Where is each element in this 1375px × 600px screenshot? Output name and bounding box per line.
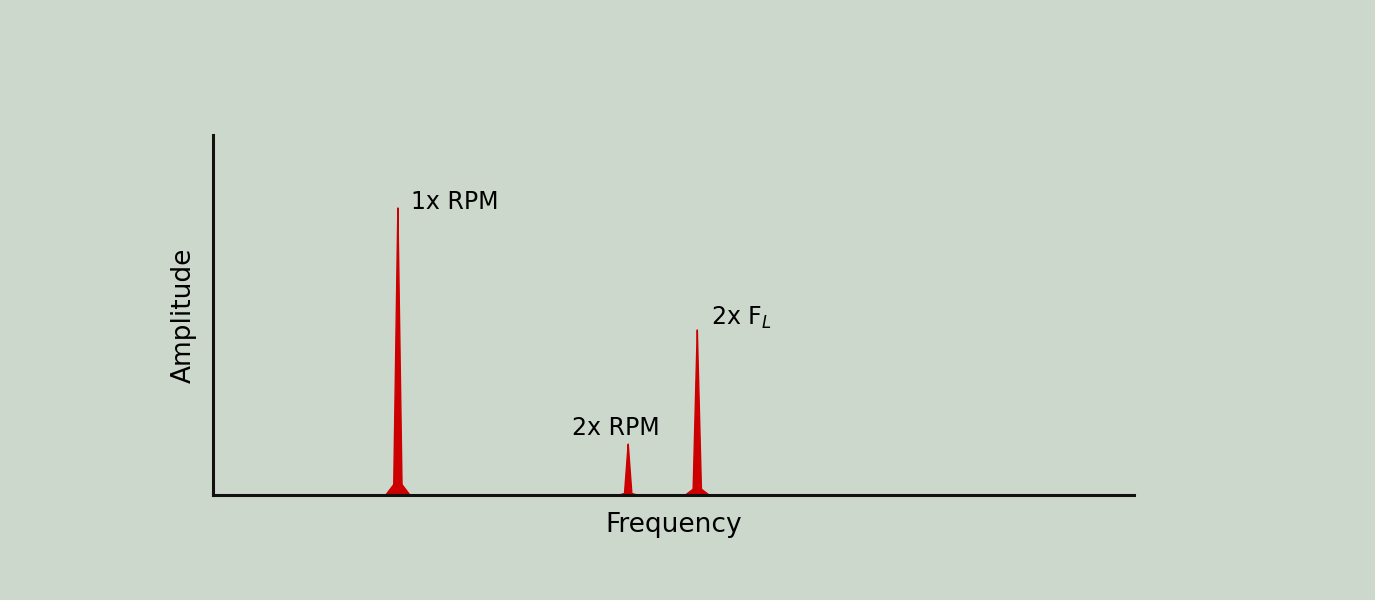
Y-axis label: Amplitude: Amplitude <box>170 247 197 383</box>
Text: 2x RPM: 2x RPM <box>572 416 660 440</box>
Text: 2x F$_L$: 2x F$_L$ <box>711 305 771 331</box>
Text: 1x RPM: 1x RPM <box>411 190 499 214</box>
X-axis label: Frequency: Frequency <box>605 512 742 538</box>
